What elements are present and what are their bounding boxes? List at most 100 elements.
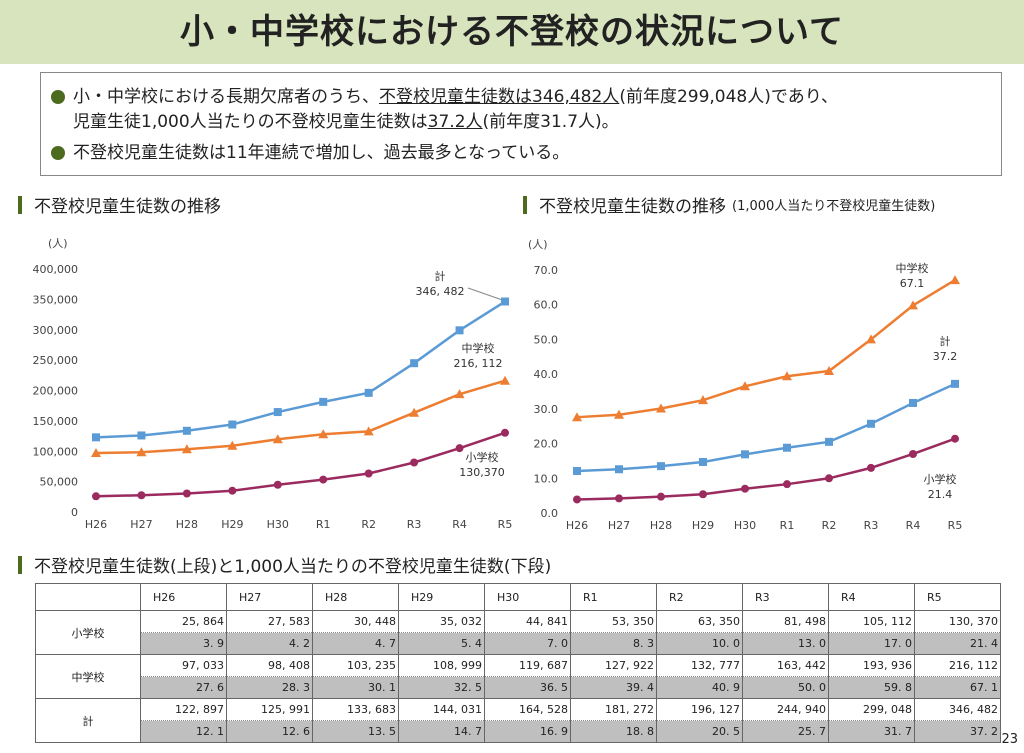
data-point-triangle (908, 300, 918, 310)
y-tick-label: 0.0 (541, 507, 559, 520)
summary-text: (前年度299,048人)であり、 (619, 87, 839, 107)
data-point-triangle (181, 444, 192, 454)
count-cell: 63, 350 (656, 610, 743, 633)
row-label: 小学校 (35, 610, 141, 655)
x-tick-label: R3 (407, 518, 422, 531)
count-cell: 108, 999 (398, 654, 485, 677)
y-tick-label: 100,000 (33, 445, 79, 458)
rate-cell: 13. 5 (312, 720, 399, 743)
summary-highlight: 37.2人 (427, 112, 483, 132)
x-tick-label: R3 (864, 519, 879, 532)
column-header: H27 (226, 583, 313, 611)
data-point-circle (825, 474, 833, 483)
data-point-circle (182, 489, 191, 498)
x-tick-label: H29 (221, 518, 243, 531)
table-row: 計 122, 897 125, 991 133, 683 144, 031 164, 52… (35, 698, 1001, 743)
x-tick-label: H26 (566, 519, 588, 532)
row-label: 計 (35, 698, 141, 743)
leader-line (467, 287, 502, 300)
bullet-icon (51, 146, 65, 160)
chart1-heading: 不登校児童生徒数の推移 (18, 192, 221, 217)
count-cell: 163, 442 (742, 654, 829, 677)
series-line-triangle (576, 278, 956, 419)
y-tick-label: 30.0 (534, 403, 559, 416)
count-cell: 244, 940 (742, 698, 829, 721)
rate-cell: 28. 3 (226, 676, 313, 699)
count-cell: 164, 528 (484, 698, 571, 721)
count-cell: 103, 235 (312, 654, 399, 677)
count-cell: 81, 498 (742, 610, 829, 633)
rate-cell: 8. 3 (570, 632, 657, 655)
data-point-square (182, 426, 191, 435)
series-line-square (576, 382, 956, 473)
data-point-square (951, 379, 959, 388)
rate-cell: 12. 1 (140, 720, 227, 743)
count-cell: 346, 482 (914, 698, 1001, 721)
column-header: H30 (484, 583, 571, 611)
data-point-square (364, 388, 373, 397)
rate-cell: 14. 7 (398, 720, 485, 743)
series-value-label: 346, 482 (416, 285, 465, 298)
table-row: 12. 1 12. 6 13. 5 14. 7 16. 9 18. 8 20. 5 25. 7… (36, 720, 1001, 743)
count-cell: 53, 350 (570, 610, 657, 633)
data-point-circle (867, 463, 875, 472)
chart1-title: 不登校児童生徒数の推移 (34, 197, 221, 217)
x-tick-label: R5 (498, 518, 513, 531)
column-header: H28 (312, 583, 399, 611)
page-number: 23 (1001, 732, 1018, 747)
data-point-triangle (454, 389, 465, 399)
x-tick-label: R4 (906, 519, 921, 532)
data-point-circle (699, 490, 707, 499)
count-cell: 144, 031 (398, 698, 485, 721)
y-tick-label: 250,000 (33, 354, 79, 367)
chart-rate: (人) 0.0 10.0 20.0 30.0 40.0 50.0 60.0 70.0 H26 H27… (528, 238, 962, 532)
data-point-triangle (363, 426, 374, 436)
data-point-square (410, 359, 419, 368)
y-tick-label: 20.0 (534, 438, 559, 451)
data-point-circle (783, 480, 791, 489)
count-cell: 119, 687 (484, 654, 571, 677)
summary-text: 小・中学校における長期欠席者のうち、 (73, 87, 379, 107)
data-point-square (615, 465, 623, 474)
table-heading: 不登校児童生徒数(上段)と1,000人当たりの不登校児童生徒数(下段) (18, 552, 551, 577)
series-value-label: 37.2 (933, 350, 958, 363)
rate-cell: 37. 2 (914, 720, 1001, 743)
rate-cell: 20. 5 (656, 720, 743, 743)
data-point-square (137, 431, 146, 440)
count-cell: 127, 922 (570, 654, 657, 677)
data-point-circle (455, 444, 464, 453)
data-point-square (455, 326, 464, 335)
y-tick-label: 50.0 (534, 333, 559, 346)
count-cell: 125, 991 (226, 698, 313, 721)
y-tick-label: 350,000 (33, 293, 79, 306)
data-point-square (319, 397, 328, 406)
rate-cell: 27. 6 (140, 676, 227, 699)
y-axis-unit: (人) (48, 237, 68, 250)
data-point-square (825, 437, 833, 446)
data-point-triangle (782, 371, 792, 381)
data-point-circle (573, 495, 581, 504)
data-point-circle (741, 484, 749, 493)
count-cell: 132, 777 (656, 654, 743, 677)
data-point-triangle (614, 409, 624, 419)
data-point-triangle (740, 381, 750, 391)
rate-cell: 59. 8 (828, 676, 915, 699)
data-point-square (657, 462, 665, 471)
rate-cell: 3. 9 (140, 632, 227, 655)
rate-cell: 16. 9 (484, 720, 571, 743)
series-name-label: 小学校 (924, 472, 957, 486)
count-cell: 30, 448 (312, 610, 399, 633)
summary-highlight: 不登校児童生徒数は346,482人 (379, 87, 620, 107)
series-value-label: 67.1 (900, 277, 925, 290)
rate-cell: 30. 1 (312, 676, 399, 699)
data-point-circle (657, 492, 665, 501)
x-tick-label: H27 (608, 519, 630, 532)
chart-count: (人) 0 50,000 100,000 150,000 200,000 250,000 30… (33, 237, 513, 531)
data-point-circle (137, 491, 146, 500)
data-point-circle (951, 434, 959, 443)
series-name-label: 小学校 (466, 450, 499, 464)
x-tick-label: H26 (85, 518, 107, 531)
x-tick-label: H30 (734, 519, 756, 532)
series-value-label: 21.4 (928, 488, 953, 501)
rate-cell: 5. 4 (398, 632, 485, 655)
